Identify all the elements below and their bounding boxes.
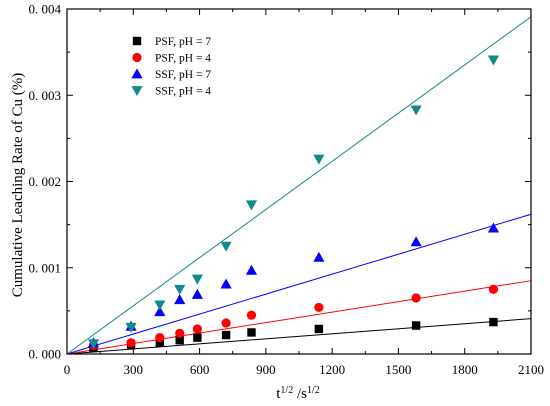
x-tick-label-4: 1200 bbox=[319, 362, 345, 377]
data-point-series-1-9 bbox=[488, 284, 499, 294]
data-point-series-2-9 bbox=[487, 222, 500, 233]
legend-marker-2 bbox=[131, 68, 143, 79]
y-tick-label-1: 0. 001 bbox=[29, 260, 62, 275]
data-point-series-0-9 bbox=[489, 317, 498, 327]
data-point-series-1-3 bbox=[175, 328, 185, 338]
x-tick-label-0: 0 bbox=[64, 362, 71, 377]
data-point-series-0-2 bbox=[155, 338, 164, 347]
data-point-series-1-4 bbox=[192, 324, 202, 334]
data-point-series-3-0 bbox=[87, 339, 100, 350]
legend-marker-3 bbox=[131, 86, 143, 97]
data-markers bbox=[87, 55, 500, 353]
legend: PSF, pH = 7 PSF, pH = 4 SSF, pH = 7 SSF, pH… bbox=[131, 36, 211, 98]
fit-line-series-0 bbox=[66, 318, 532, 355]
data-point-series-0-4 bbox=[193, 333, 202, 342]
data-point-series-3-9 bbox=[487, 55, 500, 66]
data-point-series-0-5 bbox=[221, 330, 231, 340]
data-point-series-2-7 bbox=[313, 251, 325, 262]
data-point-series-3-7 bbox=[313, 154, 325, 165]
data-point-series-0-7 bbox=[314, 324, 324, 334]
data-point-series-3-5 bbox=[220, 241, 232, 252]
data-point-series-3-6 bbox=[245, 200, 258, 211]
y-tick-label-0: 0. 000 bbox=[29, 347, 62, 362]
legend-label-2: SSF, pH = 7 bbox=[155, 69, 211, 81]
data-point-series-3-4 bbox=[191, 274, 203, 285]
x-tick-label-7: 2100 bbox=[518, 362, 544, 377]
data-point-series-1-1 bbox=[126, 338, 136, 348]
data-point-series-1-6 bbox=[246, 310, 257, 320]
data-point-series-2-6 bbox=[245, 264, 258, 275]
x-tick-label-1: 300 bbox=[124, 362, 144, 377]
axes: 0 300 600 900 1200 1500 1800 2100 0. 000 0. 001 0.… bbox=[29, 2, 545, 378]
legend-label-0: PSF, pH = 7 bbox=[155, 36, 211, 48]
x-axis-label-main: t bbox=[276, 386, 281, 402]
data-point-series-2-8 bbox=[410, 236, 422, 247]
data-point-series-1-5 bbox=[221, 318, 231, 328]
x-axis-label: t1/2 /s1/2 bbox=[276, 385, 320, 403]
x-axis-label-sup2: 1/2 bbox=[307, 385, 320, 396]
x-tick-label-2: 600 bbox=[190, 362, 210, 377]
y-tick-label-3: 0. 003 bbox=[29, 88, 62, 103]
data-point-series-0-3 bbox=[175, 336, 184, 345]
fit-lines bbox=[66, 16, 532, 355]
x-axis-label-sup1: 1/2 bbox=[280, 385, 293, 396]
x-tick-label-5: 1500 bbox=[385, 362, 411, 377]
y-tick-label-4: 0. 004 bbox=[29, 2, 62, 17]
legend-label-3: SSF, pH = 4 bbox=[155, 86, 211, 98]
data-point-series-1-2 bbox=[155, 333, 165, 343]
data-point-series-3-1 bbox=[125, 322, 137, 333]
data-point-series-1-7 bbox=[314, 302, 324, 313]
legend-marker-1 bbox=[132, 52, 142, 63]
y-axis-label: Cumulative Leaching Rate of Cu (%) bbox=[10, 73, 26, 298]
data-point-series-2-5 bbox=[220, 278, 232, 289]
fit-line-series-3 bbox=[66, 16, 532, 355]
data-point-series-1-8 bbox=[411, 293, 421, 303]
data-point-series-3-2 bbox=[154, 300, 166, 311]
x-tick-label-3: 900 bbox=[256, 362, 276, 377]
legend-marker-0 bbox=[132, 36, 142, 46]
x-tick-label-6: 1800 bbox=[452, 362, 478, 377]
x-axis-label-sep: /s bbox=[293, 386, 307, 402]
legend-label-1: PSF, pH = 4 bbox=[155, 53, 211, 65]
data-point-series-3-8 bbox=[410, 105, 422, 116]
fit-line-series-1 bbox=[66, 280, 532, 355]
data-point-series-3-3 bbox=[174, 284, 186, 295]
data-point-series-2-3 bbox=[174, 294, 186, 305]
data-point-series-2-4 bbox=[191, 288, 203, 299]
fit-line-series-2 bbox=[66, 213, 532, 355]
data-point-series-2-2 bbox=[154, 306, 166, 317]
y-tick-label-2: 0. 002 bbox=[29, 174, 62, 189]
data-point-series-0-6 bbox=[247, 328, 256, 337]
data-point-series-0-8 bbox=[411, 321, 421, 330]
